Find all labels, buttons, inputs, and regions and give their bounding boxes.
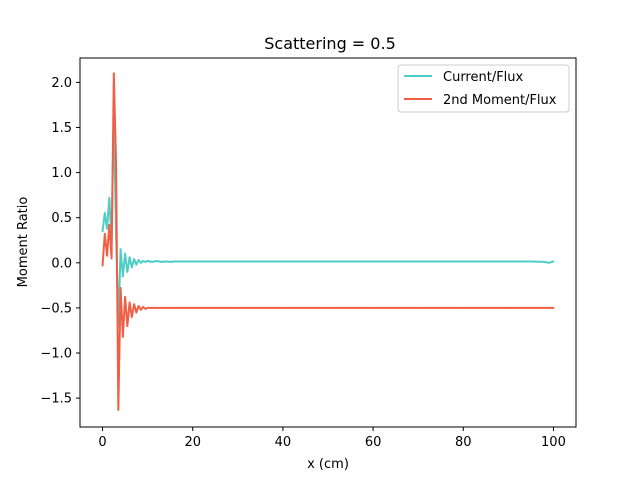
data-point	[119, 287, 122, 290]
x-tick-label: 80	[455, 435, 472, 450]
data-point	[142, 306, 145, 309]
data-point	[372, 306, 375, 309]
data-point	[164, 260, 167, 263]
data-point	[173, 260, 176, 263]
data-point	[133, 303, 136, 306]
y-tick-label: 2.0	[51, 76, 72, 91]
data-point	[121, 275, 124, 278]
data-point	[126, 270, 129, 273]
data-point	[191, 260, 194, 263]
data-point	[103, 232, 106, 235]
data-point	[121, 335, 124, 338]
data-point	[106, 254, 109, 257]
data-point	[117, 408, 120, 411]
data-point	[115, 162, 118, 165]
data-point	[137, 305, 140, 308]
legend-label-2nd-moment-flux: 2nd Moment/Flux	[443, 93, 557, 108]
data-point	[139, 261, 142, 264]
y-tick-label: 0.5	[51, 211, 72, 226]
data-point	[417, 306, 420, 309]
data-point	[144, 307, 147, 310]
legend-label-current-flux: Current/Flux	[443, 70, 524, 85]
series-line-2nd-moment-flux	[101, 72, 554, 411]
data-point	[182, 260, 185, 263]
data-point	[135, 311, 138, 314]
x-tick-label: 20	[184, 435, 201, 450]
x-tick-label: 100	[541, 435, 566, 450]
data-point	[146, 306, 149, 309]
data-point	[101, 230, 104, 233]
data-point	[128, 256, 131, 259]
data-point	[327, 306, 329, 309]
y-tick-label: 1.0	[51, 166, 72, 181]
data-point	[146, 260, 149, 262]
y-axis-ticks: −1.5 −1.0 −0.5 0.0 0.5 1.0 1.5 2.0	[40, 76, 80, 407]
data-point	[155, 306, 158, 309]
legend: Current/Flux 2nd Moment/Flux	[397, 64, 570, 113]
data-point	[106, 227, 109, 230]
legend-box	[397, 64, 570, 113]
data-point	[101, 264, 104, 267]
data-point	[462, 306, 465, 309]
data-point	[543, 260, 546, 263]
data-point	[552, 306, 555, 309]
data-point	[110, 257, 113, 260]
data-point	[139, 308, 142, 311]
data-point	[119, 248, 122, 251]
data-point	[103, 212, 106, 215]
data-point	[552, 260, 555, 263]
data-point	[164, 306, 167, 309]
data-point	[151, 260, 154, 263]
x-axis-ticks: 0 20 40 60 80 100	[98, 427, 566, 450]
y-tick-label: 0.0	[51, 256, 72, 271]
data-point	[327, 260, 329, 263]
data-point	[128, 301, 131, 304]
x-tick-label: 60	[365, 435, 382, 450]
x-tick-label: 0	[98, 435, 106, 450]
data-point	[417, 260, 420, 263]
data-point	[529, 260, 532, 263]
data-point	[372, 260, 375, 263]
plot-frame	[79, 57, 577, 428]
data-point	[169, 260, 172, 263]
data-point	[137, 259, 140, 262]
data-point	[135, 263, 138, 266]
data-point	[547, 261, 550, 264]
data-point	[236, 260, 239, 263]
data-point	[507, 260, 510, 263]
data-point	[124, 252, 127, 255]
plot-lines	[101, 72, 555, 411]
data-point	[151, 306, 154, 309]
data-point	[173, 306, 176, 309]
data-point	[142, 260, 145, 262]
data-point	[144, 260, 147, 263]
data-point	[462, 260, 465, 263]
data-point	[130, 266, 133, 269]
y-tick-label: −1.0	[40, 347, 72, 362]
data-point	[281, 260, 284, 263]
data-point	[191, 306, 194, 309]
x-tick-label: 40	[275, 435, 292, 450]
y-tick-label: −1.5	[40, 392, 72, 407]
data-point	[155, 260, 158, 262]
data-point	[160, 260, 163, 263]
data-point	[281, 306, 284, 309]
data-point	[133, 258, 136, 261]
x-axis-label: x (cm)	[307, 457, 349, 472]
y-axis-label: Moment Ratio	[16, 197, 31, 288]
data-point	[507, 306, 510, 309]
data-point	[108, 223, 111, 226]
data-point	[126, 324, 129, 327]
y-tick-label: 1.5	[51, 121, 72, 136]
y-tick-label: −0.5	[40, 301, 72, 316]
data-point	[108, 196, 111, 199]
data-point	[112, 72, 115, 75]
data-point	[236, 306, 239, 309]
chart-title: Scattering = 0.5	[264, 34, 396, 53]
data-point	[124, 296, 127, 299]
data-point	[130, 315, 133, 318]
